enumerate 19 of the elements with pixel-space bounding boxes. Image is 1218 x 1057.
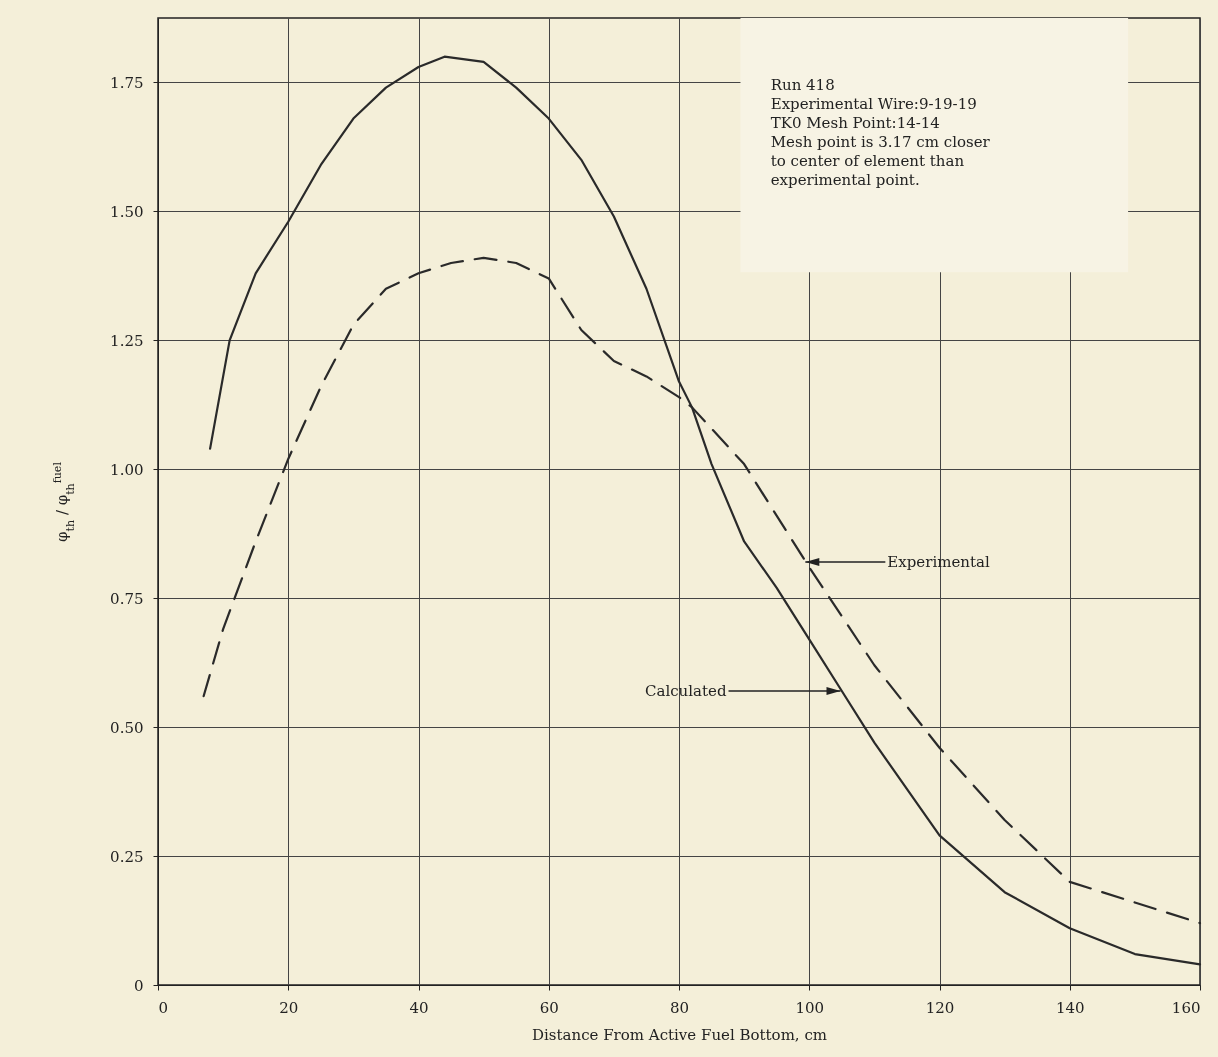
y-tick-label: 0.25 (110, 847, 144, 866)
y-tick-label: 1.50 (110, 202, 144, 221)
y-tick-label: 0.50 (110, 718, 144, 737)
x-tick-label: 80 (669, 998, 690, 1017)
y-tick-label: 0 (133, 976, 144, 995)
x-tick-label: 60 (539, 998, 559, 1017)
x-tick-label: 120 (925, 998, 955, 1017)
y-tick-label: 0.75 (110, 589, 144, 608)
x-tick-label: 20 (279, 998, 299, 1017)
x-tick-label: 0 (158, 998, 169, 1017)
annotation: Run 418 Experimental Wire:9-19-19 TK0 Mesh Point:14-14 Mesh point is 3.17 cm closer to center of element than experimental point. (770, 75, 991, 189)
y-tick-label: 1.00 (110, 460, 144, 479)
x-tick-label: 100 (795, 998, 825, 1017)
x-tick-label: 160 (1171, 998, 1201, 1017)
y-tick-label: 1.75 (110, 73, 144, 92)
y-tick-label: 1.25 (110, 331, 144, 350)
x-axis-title: Distance From Active Fuel Bottom, cm (531, 1025, 828, 1044)
x-tick-label: 40 (409, 998, 429, 1017)
x-tick-label: 140 (1055, 998, 1085, 1017)
